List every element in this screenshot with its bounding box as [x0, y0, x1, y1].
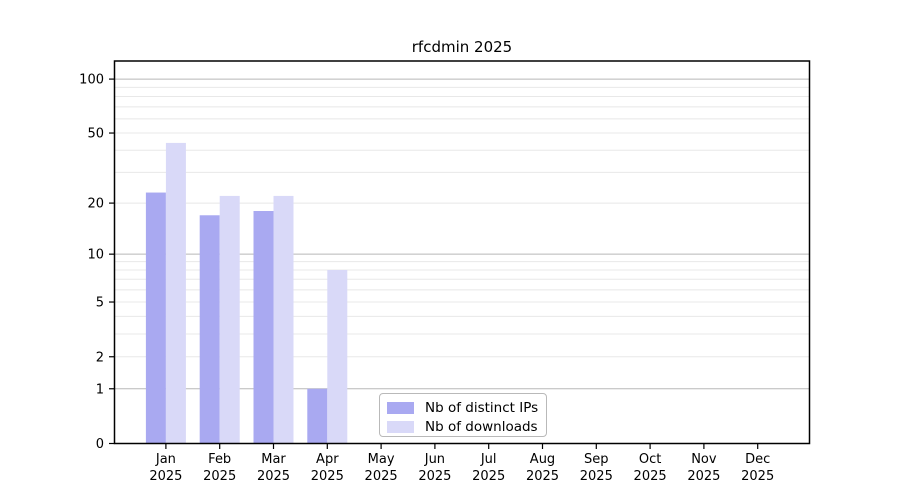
x-tick-label-year: 2025: [418, 469, 451, 484]
x-tick-label-year: 2025: [311, 469, 344, 484]
x-tick-label-month: Aug: [530, 452, 555, 467]
x-tick-label-month: Dec: [745, 452, 770, 467]
bar-feb-distinct-ips: [199, 215, 220, 444]
bar-mar-downloads: [273, 195, 294, 444]
legend-label-distinct-ips: Nb of distinct IPs: [425, 399, 539, 416]
x-tick-label-month: Jan: [155, 452, 176, 467]
legend: Nb of distinct IPs Nb of downloads: [379, 393, 547, 437]
y-tick-label: 2: [96, 350, 104, 365]
x-tick-label-year: 2025: [634, 469, 667, 484]
x-tick-label-month: Nov: [691, 452, 717, 467]
bar-jan-downloads: [165, 142, 186, 444]
x-tick-label-month: Sep: [584, 452, 609, 467]
x-tick-label-year: 2025: [149, 469, 182, 484]
bar-apr-distinct-ips: [307, 388, 328, 444]
legend-item-downloads: Nb of downloads: [387, 417, 546, 436]
x-tick-label-month: Jun: [424, 452, 445, 467]
y-tick-label: 0: [96, 437, 104, 452]
legend-swatch-downloads: [387, 420, 414, 433]
bar-jan-distinct-ips: [145, 192, 166, 444]
x-tick-label-year: 2025: [526, 469, 559, 484]
x-tick-label-year: 2025: [365, 469, 398, 484]
y-tick-label: 50: [87, 127, 104, 142]
x-tick-label-year: 2025: [257, 469, 290, 484]
bar-mar-distinct-ips: [253, 211, 274, 444]
x-tick-label-year: 2025: [741, 469, 774, 484]
y-tick-label: 100: [79, 73, 104, 88]
y-tick-label: 10: [87, 248, 104, 263]
y-tick-label: 20: [87, 197, 104, 212]
legend-label-downloads: Nb of downloads: [425, 418, 538, 435]
y-tick-label: 5: [96, 296, 104, 311]
legend-item-distinct-ips: Nb of distinct IPs: [387, 398, 546, 417]
x-tick-label-month: Oct: [639, 452, 661, 467]
y-tick-label: 1: [96, 382, 104, 397]
plot-frame: [113, 60, 811, 445]
x-tick-label-year: 2025: [203, 469, 236, 484]
x-tick-label-month: Mar: [261, 452, 286, 467]
x-tick-label-year: 2025: [580, 469, 613, 484]
x-tick-label-month: Feb: [208, 452, 231, 467]
x-tick-label-month: Apr: [316, 452, 339, 467]
bar-feb-downloads: [219, 195, 240, 444]
legend-swatch-distinct-ips: [387, 401, 414, 414]
x-tick-label-year: 2025: [687, 469, 720, 484]
x-tick-label-month: Jul: [480, 452, 497, 467]
chart-title: rfcdmin 2025: [411, 38, 513, 56]
x-tick-label-year: 2025: [472, 469, 505, 484]
x-tick-label-month: May: [368, 452, 395, 467]
bar-apr-downloads: [327, 270, 348, 444]
